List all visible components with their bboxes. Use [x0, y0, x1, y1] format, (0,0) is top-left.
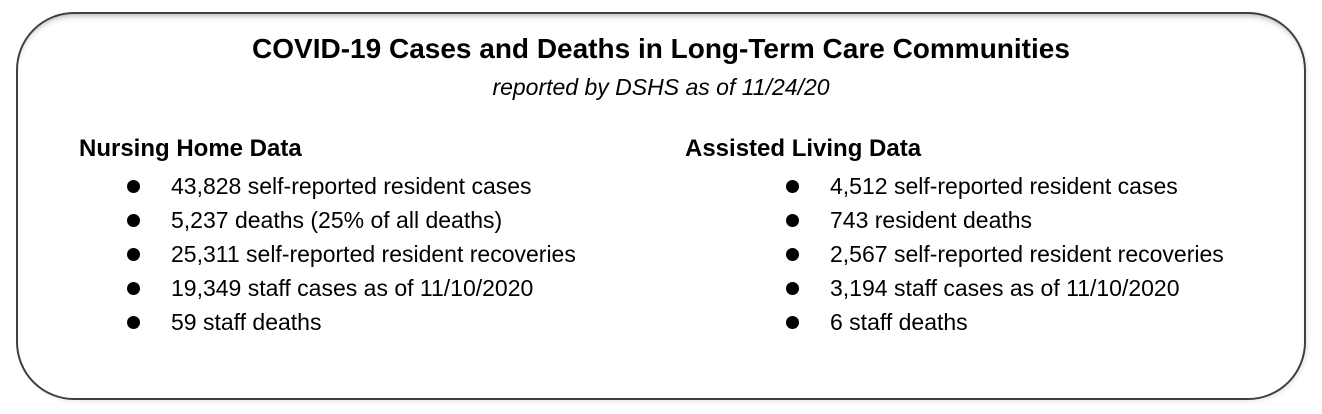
list-item-text: 6 staff deaths	[830, 309, 968, 335]
nursing-home-list: 43,828 self-reported resident cases 5,23…	[79, 169, 685, 339]
list-item-text: 3,194 staff cases as of 11/10/2020	[830, 275, 1180, 301]
list-item-text: 43,828 self-reported resident cases	[171, 173, 532, 199]
list-item-text: 5,237 deaths (25% of all deaths)	[171, 207, 503, 233]
assisted-living-list: 4,512 self-reported resident cases 743 r…	[685, 169, 1304, 339]
bullet-icon	[127, 214, 140, 227]
list-item: 6 staff deaths	[786, 305, 1304, 339]
bullet-icon	[127, 248, 140, 261]
assisted-living-heading: Assisted Living Data	[685, 135, 922, 162]
bullet-icon	[786, 180, 799, 193]
bullet-icon	[127, 316, 140, 329]
list-item: 4,512 self-reported resident cases	[786, 169, 1304, 203]
bullet-icon	[786, 282, 799, 295]
list-item: 25,311 self-reported resident recoveries	[127, 237, 685, 271]
list-item: 2,567 self-reported resident recoveries	[786, 237, 1304, 271]
list-item: 19,349 staff cases as of 11/10/2020	[127, 271, 685, 305]
bullet-icon	[127, 282, 140, 295]
header: COVID-19 Cases and Deaths in Long-Term C…	[18, 14, 1304, 101]
list-item: 3,194 staff cases as of 11/10/2020	[786, 271, 1304, 305]
rounded-border-card: COVID-19 Cases and Deaths in Long-Term C…	[16, 12, 1306, 400]
list-item: 5,237 deaths (25% of all deaths)	[127, 203, 685, 237]
list-item-text: 4,512 self-reported resident cases	[830, 173, 1178, 199]
list-item-text: 59 staff deaths	[171, 309, 322, 335]
list-item-text: 25,311 self-reported resident recoveries	[171, 241, 576, 267]
bullet-icon	[786, 248, 799, 261]
list-item: 59 staff deaths	[127, 305, 685, 339]
bullet-icon	[127, 180, 140, 193]
nursing-home-section: Nursing Home Data 43,828 self-reported r…	[79, 135, 685, 339]
list-item-text: 743 resident deaths	[830, 207, 1033, 233]
data-columns: Nursing Home Data 43,828 self-reported r…	[18, 135, 1304, 339]
bullet-icon	[786, 316, 799, 329]
nursing-home-heading: Nursing Home Data	[79, 135, 302, 162]
list-item-text: 19,349 staff cases as of 11/10/2020	[171, 275, 534, 301]
page-subtitle: reported by DSHS as of 11/24/20	[492, 74, 830, 100]
list-item: 43,828 self-reported resident cases	[127, 169, 685, 203]
list-item-text: 2,567 self-reported resident recoveries	[830, 241, 1224, 267]
bullet-icon	[786, 214, 799, 227]
page-title: COVID-19 Cases and Deaths in Long-Term C…	[252, 33, 1070, 64]
assisted-living-section: Assisted Living Data 4,512 self-reported…	[685, 135, 1304, 339]
list-item: 743 resident deaths	[786, 203, 1304, 237]
